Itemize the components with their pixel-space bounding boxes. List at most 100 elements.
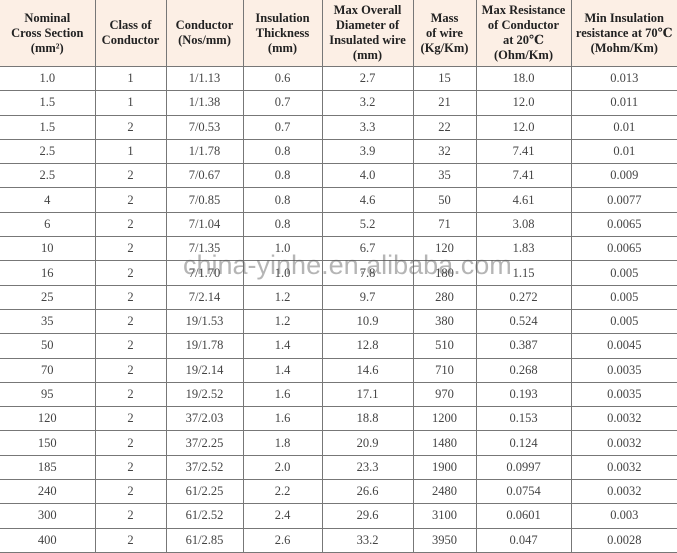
cell-max-resistance: 0.193	[476, 382, 571, 406]
cell-min-insulation-resistance: 0.0028	[571, 528, 677, 552]
cell-insulation-thickness: 1.4	[243, 334, 322, 358]
cell-max-resistance: 1.83	[476, 237, 571, 261]
header-line: Insulated wire	[323, 33, 413, 48]
cell-mass-of-wire: 510	[413, 334, 476, 358]
cell-insulation-thickness: 2.2	[243, 480, 322, 504]
cell-conductor: 7/0.53	[166, 115, 243, 139]
cell-max-overall-diameter: 9.7	[322, 285, 413, 309]
header-line: (mm²)	[0, 41, 95, 56]
cell-min-insulation-resistance: 0.0065	[571, 212, 677, 236]
cell-min-insulation-resistance: 0.01	[571, 115, 677, 139]
cell-max-resistance: 1.15	[476, 261, 571, 285]
cell-insulation-thickness: 2.4	[243, 504, 322, 528]
cell-conductor: 7/1.70	[166, 261, 243, 285]
cell-insulation-thickness: 1.2	[243, 285, 322, 309]
cell-max-overall-diameter: 17.1	[322, 382, 413, 406]
cell-min-insulation-resistance: 0.0077	[571, 188, 677, 212]
cell-nominal-cross-section: 300	[0, 504, 95, 528]
header-line: Diameter of	[323, 18, 413, 33]
cell-insulation-thickness: 0.8	[243, 212, 322, 236]
cell-conductor: 7/1.04	[166, 212, 243, 236]
cell-conductor: 7/1.35	[166, 237, 243, 261]
cell-max-resistance: 0.268	[476, 358, 571, 382]
cell-min-insulation-resistance: 0.01	[571, 139, 677, 163]
cell-max-overall-diameter: 14.6	[322, 358, 413, 382]
cell-mass-of-wire: 15	[413, 67, 476, 91]
cell-conductor: 19/2.14	[166, 358, 243, 382]
cell-max-resistance: 0.124	[476, 431, 571, 455]
cell-mass-of-wire: 3100	[413, 504, 476, 528]
cell-min-insulation-resistance: 0.009	[571, 164, 677, 188]
cell-max-overall-diameter: 2.7	[322, 67, 413, 91]
cell-max-resistance: 0.524	[476, 309, 571, 333]
cell-mass-of-wire: 280	[413, 285, 476, 309]
cell-nominal-cross-section: 1.5	[0, 91, 95, 115]
header-line: Cross Section	[0, 26, 95, 41]
cell-insulation-thickness: 0.8	[243, 139, 322, 163]
cell-conductor: 61/2.25	[166, 480, 243, 504]
cell-class-of-conductor: 2	[95, 358, 166, 382]
cell-conductor: 7/0.67	[166, 164, 243, 188]
header-line: Max Resistance	[477, 3, 571, 18]
cell-insulation-thickness: 0.6	[243, 67, 322, 91]
cell-insulation-thickness: 1.8	[243, 431, 322, 455]
cell-conductor: 1/1.38	[166, 91, 243, 115]
header-line: (Kg/Km)	[414, 41, 476, 56]
cell-nominal-cross-section: 240	[0, 480, 95, 504]
header-line: (Nos/mm)	[167, 33, 243, 48]
cell-max-overall-diameter: 4.6	[322, 188, 413, 212]
cell-class-of-conductor: 2	[95, 285, 166, 309]
cell-mass-of-wire: 32	[413, 139, 476, 163]
cell-min-insulation-resistance: 0.005	[571, 261, 677, 285]
cell-conductor: 7/2.14	[166, 285, 243, 309]
cell-class-of-conductor: 2	[95, 334, 166, 358]
cell-class-of-conductor: 2	[95, 528, 166, 552]
cell-nominal-cross-section: 1.0	[0, 67, 95, 91]
cell-nominal-cross-section: 4	[0, 188, 95, 212]
cell-max-resistance: 0.272	[476, 285, 571, 309]
cell-class-of-conductor: 2	[95, 237, 166, 261]
cell-max-resistance: 0.0997	[476, 455, 571, 479]
cell-min-insulation-resistance: 0.0065	[571, 237, 677, 261]
header-line: at 20℃	[477, 33, 571, 48]
cell-mass-of-wire: 120	[413, 237, 476, 261]
cell-max-resistance: 12.0	[476, 91, 571, 115]
cell-nominal-cross-section: 10	[0, 237, 95, 261]
cell-mass-of-wire: 21	[413, 91, 476, 115]
cell-conductor: 61/2.52	[166, 504, 243, 528]
cell-max-overall-diameter: 29.6	[322, 504, 413, 528]
cell-max-resistance: 12.0	[476, 115, 571, 139]
cell-min-insulation-resistance: 0.0032	[571, 455, 677, 479]
header-line: Mass	[414, 11, 476, 26]
header-line: of Conductor	[477, 18, 571, 33]
cell-conductor: 37/2.25	[166, 431, 243, 455]
header-line: Class of	[96, 18, 166, 33]
cell-mass-of-wire: 1480	[413, 431, 476, 455]
cell-min-insulation-resistance: 0.0032	[571, 480, 677, 504]
cell-mass-of-wire: 3950	[413, 528, 476, 552]
cell-class-of-conductor: 2	[95, 115, 166, 139]
cell-conductor: 1/1.13	[166, 67, 243, 91]
cell-mass-of-wire: 380	[413, 309, 476, 333]
cell-insulation-thickness: 0.8	[243, 164, 322, 188]
cell-conductor: 19/1.78	[166, 334, 243, 358]
cell-insulation-thickness: 1.6	[243, 382, 322, 406]
cell-max-resistance: 0.387	[476, 334, 571, 358]
cell-nominal-cross-section: 35	[0, 309, 95, 333]
cell-min-insulation-resistance: 0.013	[571, 67, 677, 91]
cell-conductor: 1/1.78	[166, 139, 243, 163]
cell-max-resistance: 4.61	[476, 188, 571, 212]
